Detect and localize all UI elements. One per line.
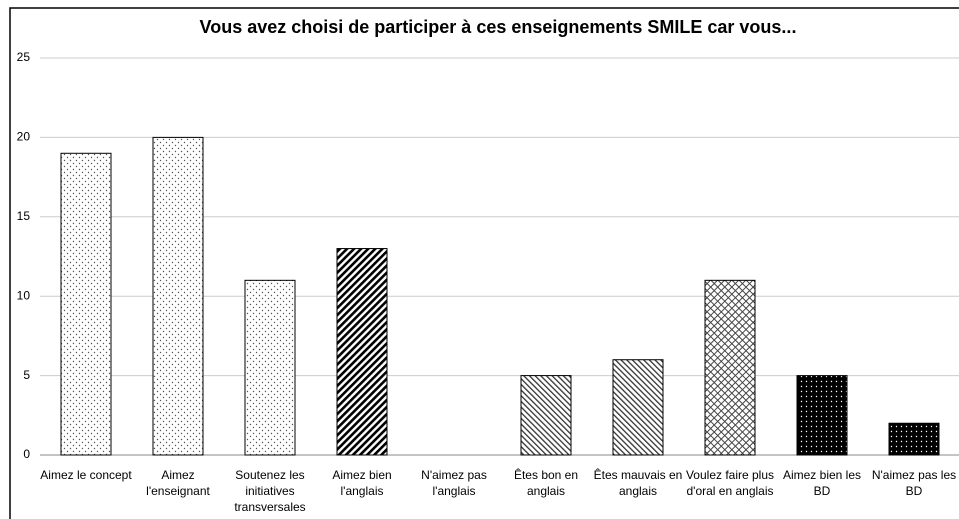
y-tick-label: 0: [23, 447, 30, 461]
bar: [520, 375, 572, 456]
x-tick-label: Aimez bien les BD: [782, 468, 862, 498]
bar: [888, 422, 940, 456]
bar: [704, 279, 756, 456]
x-tick-label: Aimez l'enseignant: [146, 468, 210, 498]
y-tick-label: 15: [17, 209, 31, 223]
x-tick-label: Êtes mauvais en anglais: [593, 468, 683, 498]
y-tick-label: 10: [17, 288, 31, 302]
x-tick-label: Voulez faire plus d'oral en anglais: [685, 468, 775, 498]
chart-title: Vous avez choisi de participer à ces ens…: [200, 17, 797, 37]
frame: [9, 7, 959, 519]
y-tick-label: 25: [17, 50, 31, 64]
y-tick-label: 20: [17, 130, 31, 144]
x-tick-label: Aimez le concept: [40, 468, 132, 482]
x-tick-label: N'aimez pas les BD: [871, 468, 957, 498]
bar: [60, 152, 112, 456]
bar: [796, 375, 848, 456]
bar: [336, 248, 388, 456]
bar: [612, 359, 664, 456]
x-tick-label: Êtes bon en anglais: [513, 468, 579, 498]
bar: [244, 279, 296, 456]
y-tick-label: 5: [23, 368, 30, 382]
bar: [152, 136, 204, 456]
x-tick-label: N'aimez pas l'anglais: [421, 468, 487, 498]
x-tick-label: Aimez bien l'anglais: [332, 468, 392, 498]
x-tick-label: Soutenez les initiatives transversales: [234, 468, 306, 514]
